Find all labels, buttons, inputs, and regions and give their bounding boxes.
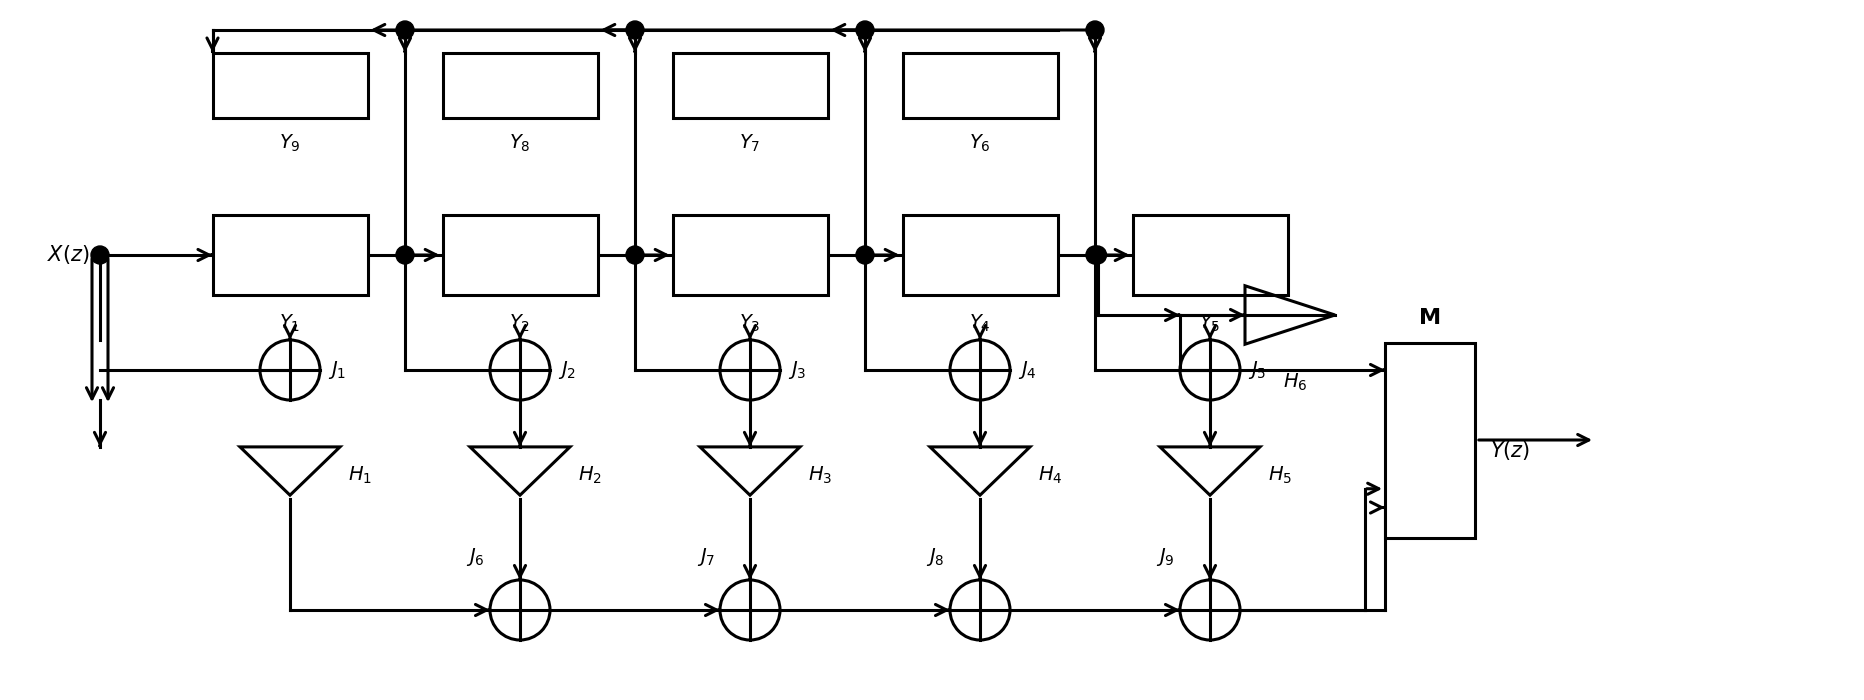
Text: $Y_4$: $Y_4$ bbox=[969, 313, 992, 335]
Text: M: M bbox=[1419, 307, 1441, 328]
Bar bbox=[902, 215, 1057, 295]
Circle shape bbox=[1087, 246, 1103, 264]
Text: $J_5$: $J_5$ bbox=[1249, 359, 1266, 381]
Bar bbox=[212, 52, 367, 118]
Text: $Y_1$: $Y_1$ bbox=[280, 313, 300, 335]
Text: $H_1$: $H_1$ bbox=[349, 464, 373, 486]
Circle shape bbox=[395, 246, 414, 264]
Text: $H_4$: $H_4$ bbox=[1038, 464, 1062, 486]
Circle shape bbox=[1087, 21, 1103, 39]
Bar bbox=[1133, 215, 1288, 295]
Text: $J_2$: $J_2$ bbox=[557, 359, 576, 381]
Bar bbox=[902, 52, 1057, 118]
Bar bbox=[212, 215, 367, 295]
Bar bbox=[1385, 342, 1474, 538]
Bar bbox=[442, 215, 598, 295]
Text: $Y_3$: $Y_3$ bbox=[740, 313, 761, 335]
Bar bbox=[673, 215, 828, 295]
Text: $Y_9$: $Y_9$ bbox=[280, 132, 300, 154]
Text: $H_2$: $H_2$ bbox=[578, 464, 602, 486]
Text: $Y_5$: $Y_5$ bbox=[1199, 313, 1221, 335]
Text: $Y_6$: $Y_6$ bbox=[969, 132, 992, 154]
Text: $X(z)$: $X(z)$ bbox=[47, 244, 89, 267]
Text: $J_1$: $J_1$ bbox=[328, 359, 347, 381]
Text: $H_6$: $H_6$ bbox=[1282, 372, 1307, 393]
Bar bbox=[442, 52, 598, 118]
Circle shape bbox=[856, 21, 874, 39]
Text: $Y(z)$: $Y(z)$ bbox=[1489, 438, 1530, 461]
Text: $J_7$: $J_7$ bbox=[697, 546, 716, 568]
Text: $Y_8$: $Y_8$ bbox=[509, 132, 531, 154]
Circle shape bbox=[626, 21, 643, 39]
Bar bbox=[673, 52, 828, 118]
Circle shape bbox=[91, 246, 108, 264]
Text: $J_8$: $J_8$ bbox=[926, 546, 945, 568]
Circle shape bbox=[395, 21, 414, 39]
Text: $J_9$: $J_9$ bbox=[1156, 546, 1174, 568]
Circle shape bbox=[856, 246, 874, 264]
Text: $J_4$: $J_4$ bbox=[1018, 359, 1036, 381]
Text: $Y_7$: $Y_7$ bbox=[740, 132, 761, 154]
Circle shape bbox=[1089, 246, 1107, 264]
Text: $Y_2$: $Y_2$ bbox=[509, 313, 531, 335]
Text: $H_3$: $H_3$ bbox=[807, 464, 831, 486]
Text: $J_3$: $J_3$ bbox=[788, 359, 807, 381]
Circle shape bbox=[626, 246, 643, 264]
Text: $H_5$: $H_5$ bbox=[1268, 464, 1292, 486]
Text: $J_6$: $J_6$ bbox=[466, 546, 485, 568]
